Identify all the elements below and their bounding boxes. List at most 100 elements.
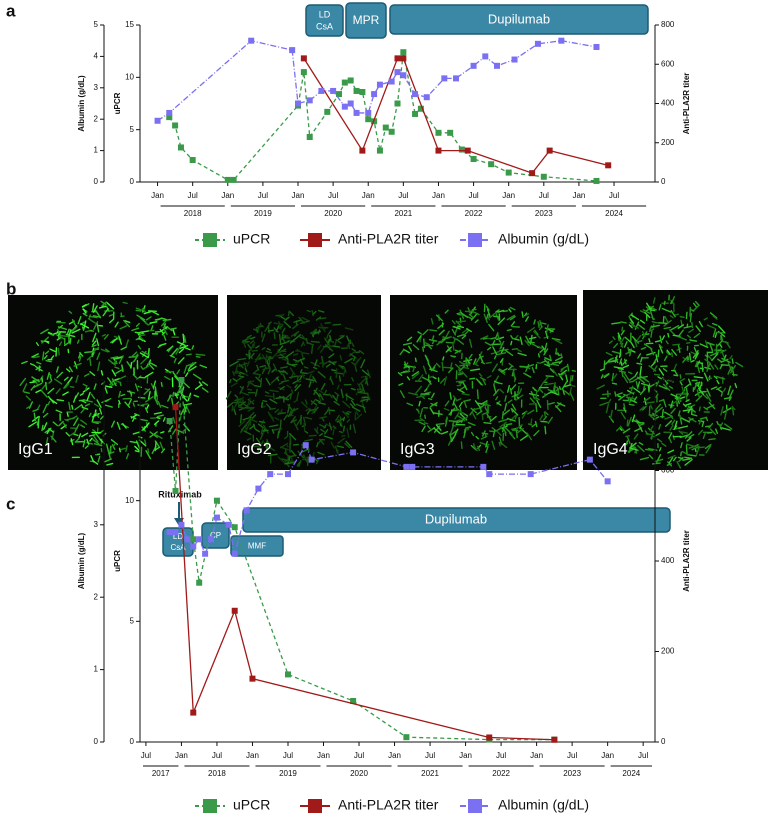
data-point	[318, 88, 324, 94]
year-label: 2017	[152, 769, 170, 778]
texture	[196, 354, 204, 355]
data-point	[409, 464, 415, 470]
x-tick-label: Jul	[425, 751, 435, 760]
texture	[681, 452, 682, 455]
texture	[537, 363, 541, 364]
data-point	[529, 170, 535, 176]
texture	[425, 415, 426, 418]
texture	[320, 318, 326, 319]
data-point	[342, 80, 348, 86]
x-tick-label: Jan	[432, 191, 445, 200]
data-point	[506, 170, 512, 176]
data-point	[267, 471, 273, 477]
texture	[699, 407, 700, 411]
data-point	[208, 536, 214, 542]
texture	[42, 425, 43, 430]
texture	[57, 400, 63, 401]
texture	[621, 362, 622, 365]
texture	[511, 341, 512, 344]
texture	[538, 322, 539, 328]
year-label: 2020	[350, 769, 368, 778]
texture	[290, 435, 291, 443]
legend-marker	[203, 233, 217, 247]
y2-tick-label: 200	[661, 647, 675, 656]
x-tick-label: Jan	[221, 191, 234, 200]
year-label: 2022	[492, 769, 510, 778]
texture	[544, 412, 545, 416]
texture	[133, 403, 134, 406]
texture	[443, 357, 444, 360]
texture	[136, 310, 140, 311]
texture	[554, 364, 559, 365]
texture	[305, 367, 308, 368]
texture	[403, 371, 407, 372]
texture	[547, 401, 548, 410]
texture	[499, 383, 502, 384]
data-point	[167, 418, 173, 424]
texture	[651, 331, 652, 337]
texture	[157, 418, 160, 419]
y-tick-label: 15	[125, 375, 134, 384]
y3-tick-label: 1	[94, 665, 99, 674]
texture	[687, 389, 688, 395]
texture	[698, 447, 705, 448]
texture	[246, 408, 254, 409]
year-label: 2019	[279, 769, 297, 778]
data-point	[190, 710, 196, 716]
x-tick-label: Jul	[496, 751, 506, 760]
y2-axis-title: Anti-PLA2R titer	[682, 73, 691, 135]
y-axis-title: uPCR	[113, 92, 122, 114]
texture	[262, 402, 263, 407]
x-tick-label: Jul	[468, 191, 478, 200]
texture	[623, 400, 632, 401]
data-point	[184, 536, 190, 542]
texture	[131, 363, 132, 368]
year-label: 2023	[563, 769, 581, 778]
texture	[622, 327, 623, 331]
data-point	[190, 544, 196, 550]
texture	[313, 453, 314, 456]
data-point	[178, 377, 184, 383]
x-tick-label: Jul	[141, 751, 151, 760]
data-point	[232, 608, 238, 614]
x-tick-label: Jan	[246, 751, 259, 760]
texture	[252, 350, 257, 351]
texture	[148, 349, 149, 358]
data-point	[255, 486, 261, 492]
data-point	[172, 122, 178, 128]
data-point	[424, 94, 430, 100]
y3-tick-label: 2	[94, 114, 99, 123]
texture	[707, 367, 708, 372]
texture	[145, 440, 146, 444]
x-tick-label: Jul	[188, 191, 198, 200]
data-point	[173, 404, 179, 410]
texture	[57, 322, 65, 323]
texture	[340, 432, 343, 433]
texture	[180, 416, 181, 420]
texture	[90, 359, 91, 365]
y-tick-label: 5	[130, 616, 135, 625]
texture	[429, 399, 432, 400]
texture	[340, 376, 341, 381]
data-point	[348, 101, 354, 107]
texture	[340, 335, 344, 336]
texture	[448, 337, 451, 338]
x-tick-label: Jan	[572, 191, 585, 200]
y3-tick-label: 2	[94, 592, 99, 601]
texture	[539, 354, 540, 357]
texture	[470, 378, 475, 379]
y3-tick-label: 4	[94, 448, 99, 457]
year-label: 2018	[208, 769, 226, 778]
data-point	[354, 88, 360, 94]
texture	[70, 338, 71, 344]
data-point	[232, 524, 238, 530]
data-point	[285, 471, 291, 477]
treatment-label: Dupilumab	[488, 11, 550, 26]
texture	[536, 404, 537, 412]
data-point	[403, 464, 409, 470]
texture	[673, 344, 680, 345]
y2-tick-label: 600	[661, 59, 675, 68]
texture	[123, 302, 127, 303]
texture	[484, 423, 491, 424]
